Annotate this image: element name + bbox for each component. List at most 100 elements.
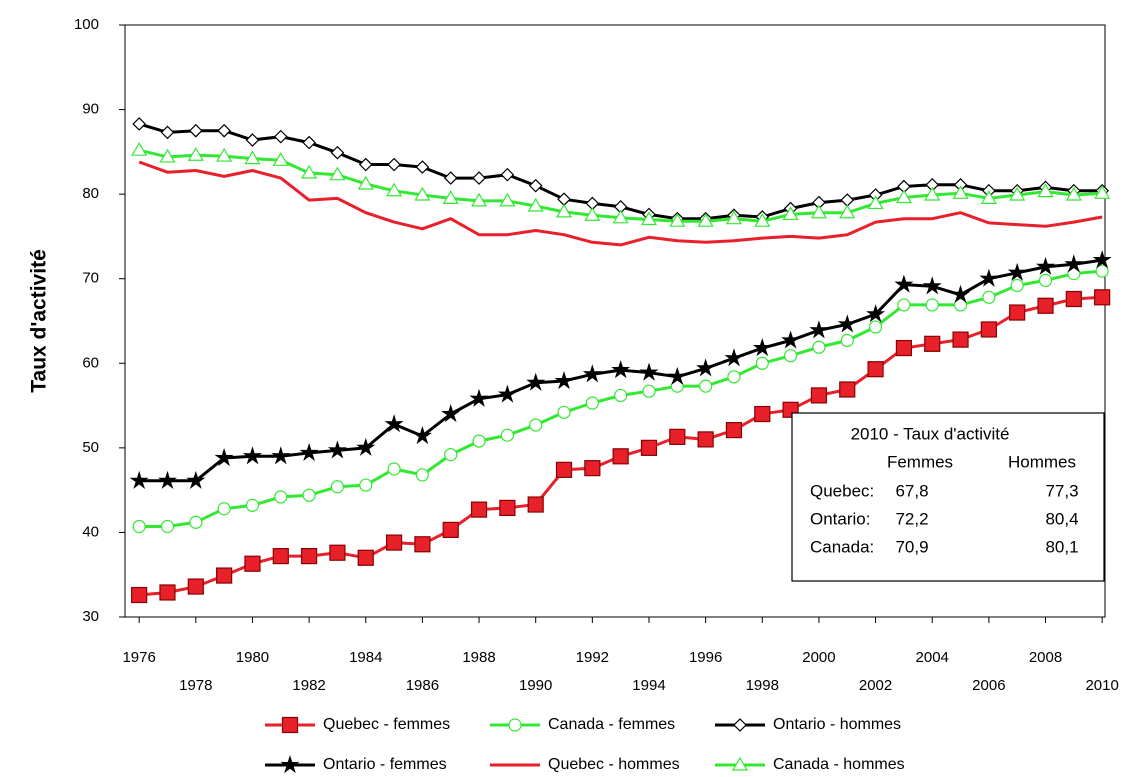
x-tick-label: 2006 [972,677,1005,694]
marker [752,338,772,357]
marker [216,567,233,584]
x-tick-label: 1986 [406,677,439,694]
marker [528,178,543,193]
marker [582,364,602,383]
marker [356,437,376,456]
marker [129,470,149,489]
y-tick-label: 50 [82,439,99,456]
marker [159,584,176,601]
marker [160,519,175,534]
marker [412,426,432,445]
marker [471,192,488,207]
marker [1036,256,1055,275]
marker [1092,250,1112,269]
marker [866,304,886,323]
marker [217,123,231,138]
marker [922,276,942,295]
marker [357,549,374,566]
inset-row-label: Quebec: [810,481,874,500]
marker [302,488,316,502]
marker [669,213,686,227]
inset-row-label: Canada: [810,537,874,556]
marker [384,414,404,433]
marker [272,152,289,166]
marker [1094,289,1111,306]
marker [216,147,233,162]
marker [527,197,544,212]
marker [1009,304,1026,321]
legend-label: Ontario - hommes [773,716,901,733]
series [138,160,1103,247]
series [129,250,1112,489]
y-tick-label: 90 [82,101,99,118]
marker [810,387,828,404]
marker [724,348,744,367]
marker [1065,186,1082,201]
marker [669,428,686,445]
legend-label: Ontario - femmes [323,756,447,773]
marker [242,446,263,465]
inset-column: Femmes [887,452,953,471]
inset-value: 67,8 [895,481,928,500]
marker [642,384,656,398]
marker [470,501,488,518]
marker [214,447,234,467]
marker [472,434,486,448]
marker [301,164,318,179]
marker [500,428,514,442]
marker [555,461,573,478]
marker [443,171,458,185]
marker [131,141,148,156]
marker [699,379,713,393]
x-tick-label: 1990 [519,677,552,694]
marker [385,534,403,551]
marker [1065,290,1082,308]
marker [469,388,489,407]
y-tick-label: 100 [74,16,99,33]
x-tick-label: 2004 [916,649,949,666]
marker [781,330,801,349]
marker [280,755,300,774]
marker [529,418,543,432]
marker [612,209,629,224]
x-tick-label: 1998 [746,677,779,694]
inset-value: 80,4 [1045,509,1078,528]
marker [357,175,374,190]
marker [1009,186,1026,201]
marker [330,480,345,494]
marker [980,190,997,204]
marker [640,439,658,456]
marker [639,362,659,381]
legend-label: Canada - hommes [773,756,905,773]
marker [1094,185,1111,199]
series [132,117,1110,226]
inset-value: 72,2 [895,509,928,528]
marker [441,403,461,423]
inset-title: 2010 - Taux d'activité [851,424,1010,443]
legend-item: Ontario - femmes [265,755,447,774]
marker [330,145,345,160]
marker [472,171,486,185]
marker [924,335,941,352]
marker [982,290,996,304]
x-tick-label: 2000 [802,649,835,666]
marker [840,333,854,348]
marker [868,320,883,334]
marker [271,446,291,465]
marker [725,421,743,439]
x-tick-label: 2008 [1029,649,1062,666]
marker [584,460,601,477]
marker [727,370,741,384]
x-tick-label: 1980 [236,649,269,666]
marker [555,203,573,218]
marker [754,213,771,227]
marker [132,519,146,534]
marker [1010,278,1024,293]
y-tick-label: 30 [82,608,99,625]
marker [1037,183,1054,198]
marker [557,192,571,207]
marker [329,544,346,561]
marker [839,204,856,219]
x-tick-label: 1978 [179,677,212,694]
